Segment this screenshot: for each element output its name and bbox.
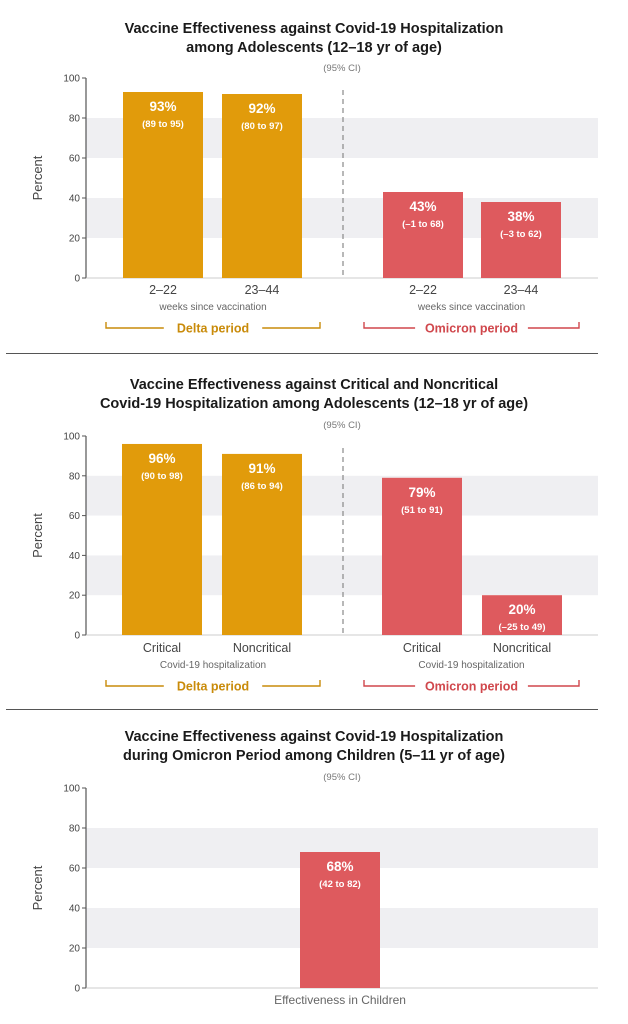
group-subtitle: Covid-19 hospitalization: [160, 660, 266, 671]
bar-omicron: [300, 852, 380, 988]
x-category-label: Noncritical: [493, 641, 551, 655]
group-subtitle: weeks since vaccination: [158, 302, 266, 313]
group-label: Delta period: [177, 680, 249, 694]
group-label: Omicron period: [425, 680, 518, 694]
bar-value-label: 20%: [508, 602, 535, 617]
bar-delta: [222, 453, 302, 635]
y-tick-label: 40: [69, 551, 81, 562]
bar-value-label: 68%: [326, 859, 353, 874]
y-tick-label: 100: [63, 74, 80, 85]
y-tick-label: 20: [69, 234, 81, 245]
group-bracket-left: [363, 322, 416, 329]
panel-title-line-2: Covid-19 Hospitalization among Adolescen…: [99, 396, 529, 412]
panel-title-line-1: Vaccine Effectiveness against Covid-19 H…: [124, 21, 504, 37]
group-bracket-right: [527, 322, 580, 329]
bar-ci-label: (51 to 91): [401, 505, 443, 516]
x-category-label: 23–44: [504, 283, 539, 297]
y-tick-label: 100: [63, 432, 80, 443]
bar-value-label: 38%: [507, 209, 534, 224]
group-bracket-right: [262, 322, 321, 329]
panel-title-line-2: among Adolescents (12–18 yr of age): [186, 40, 442, 56]
y-tick-label: 80: [69, 824, 81, 835]
bar-delta: [222, 94, 302, 278]
bar-value-label: 43%: [409, 199, 436, 214]
bar-ci-label: (90 to 98): [141, 471, 183, 482]
y-tick-label: 40: [69, 904, 81, 915]
ci-label: (95% CI): [323, 772, 361, 783]
bar-ci-label: (–25 to 49): [499, 622, 546, 633]
y-tick-label: 20: [69, 944, 81, 955]
bar-omicron: [482, 595, 562, 635]
bar-omicron: [383, 192, 463, 278]
y-tick-label: 20: [69, 591, 81, 602]
y-tick-label: 0: [74, 274, 80, 285]
group-bracket-left: [105, 322, 164, 329]
x-axis-label: Effectiveness in Children: [274, 993, 406, 1007]
y-tick-label: 40: [69, 194, 81, 205]
y-axis-label: Percent: [30, 513, 45, 558]
y-tick-label: 80: [69, 114, 81, 125]
bar-value-label: 92%: [248, 101, 275, 116]
y-tick-label: 60: [69, 864, 81, 875]
panel-title: Vaccine Effectiveness against Critical a…: [0, 376, 628, 414]
ci-label: (95% CI): [323, 63, 361, 74]
bar-value-label: 79%: [408, 485, 435, 500]
x-category-label: 2–22: [409, 283, 437, 297]
group-bracket-left: [105, 680, 164, 687]
panel-adolescents-hospitalization: Vaccine Effectiveness against Covid-19 H…: [0, 0, 628, 352]
bar-ci-label: (86 to 94): [241, 481, 283, 492]
group-bracket-right: [527, 680, 580, 687]
panel-title: Vaccine Effectiveness against Covid-19 H…: [0, 728, 628, 766]
group-bracket-left: [363, 680, 416, 687]
panel-critical-noncritical: Vaccine Effectiveness against Critical a…: [0, 376, 628, 694]
bar-omicron: [382, 477, 462, 635]
x-category-label: Critical: [403, 641, 441, 655]
group-label: Omicron period: [425, 322, 518, 336]
group-subtitle: weeks since vaccination: [417, 302, 525, 313]
bar-chart-children: 0 20 40 60 80 100 Percent 68% (42 to 82) Effectiv…: [30, 784, 598, 1007]
bar-ci-label: (–1 to 68): [402, 219, 444, 230]
y-tick-label: 60: [69, 511, 81, 522]
panel-divider: [6, 353, 598, 354]
bar-chart-adolescents-hospitalization: 0 20 40 60 80 100 Percent 93% (89 to 95) 2–22 92% (…: [30, 74, 598, 336]
bar-ci-label: (–3 to 62): [500, 229, 542, 240]
bar-delta: [123, 92, 203, 278]
ci-label: (95% CI): [323, 420, 361, 431]
panel-title-line-1: Vaccine Effectiveness against Critical a…: [129, 377, 499, 393]
y-tick-label: 0: [74, 984, 80, 995]
bar-value-label: 93%: [149, 99, 176, 114]
x-category-label: 2–22: [149, 283, 177, 297]
panel-title: Vaccine Effectiveness against Covid-19 H…: [0, 20, 628, 58]
bar-ci-label: (89 to 95): [142, 119, 184, 130]
x-category-label: 23–44: [245, 283, 280, 297]
bar-omicron: [481, 202, 561, 278]
group-subtitle: Covid-19 hospitalization: [418, 660, 524, 671]
x-category-label: Noncritical: [233, 641, 291, 655]
bar-value-label: 96%: [148, 451, 175, 466]
panel-title-line-1: Vaccine Effectiveness against Covid-19 H…: [124, 729, 504, 745]
y-tick-label: 80: [69, 471, 81, 482]
y-axis-label: Percent: [30, 865, 45, 910]
x-category-label: Critical: [143, 641, 181, 655]
panel-title-line-2: during Omicron Period among Children (5–…: [123, 748, 505, 764]
group-bracket-right: [262, 680, 321, 687]
bar-chart-critical-noncritical: 0 20 40 60 80 100 Percent 96% (90 to 98) Critical…: [30, 432, 598, 694]
bar-value-label: 91%: [248, 461, 275, 476]
group-label: Delta period: [177, 322, 249, 336]
y-tick-label: 100: [63, 784, 80, 795]
bar-ci-label: (80 to 97): [241, 121, 283, 132]
y-tick-label: 60: [69, 154, 81, 165]
y-tick-label: 0: [74, 631, 80, 642]
bar-delta: [122, 443, 202, 635]
panel-divider: [6, 709, 598, 710]
bar-ci-label: (42 to 82): [319, 879, 361, 890]
y-axis-label: Percent: [30, 155, 45, 200]
